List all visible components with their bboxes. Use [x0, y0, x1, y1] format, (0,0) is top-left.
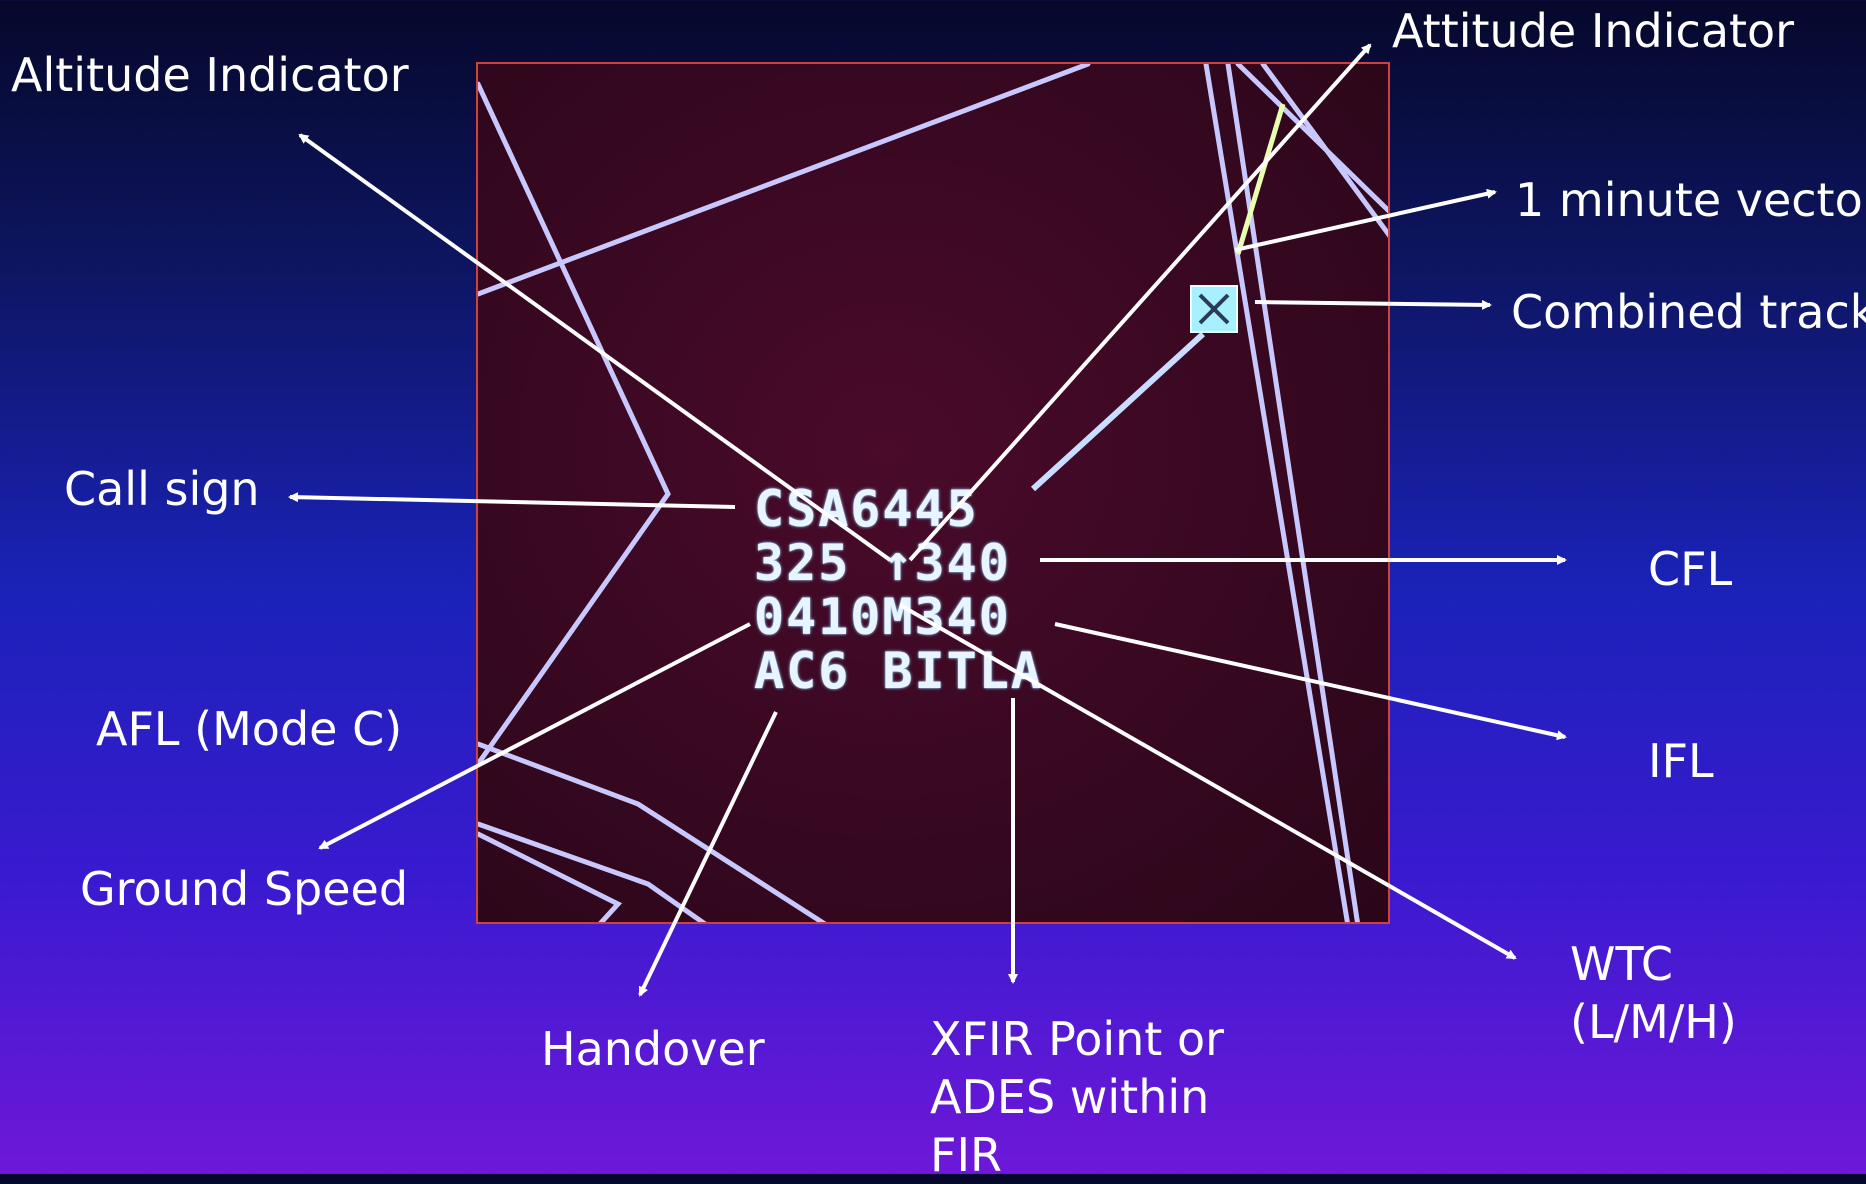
label-wtc-line1: WTC — [1570, 937, 1674, 991]
radar-map-lines — [478, 64, 1388, 922]
arrow-one-minute-vector — [1234, 188, 1497, 252]
label-ifl: IFL — [1648, 734, 1714, 788]
arrow-handover — [638, 711, 778, 997]
label-altitude-indicator: Altitude Indicator — [11, 48, 409, 102]
arrow-attitude-indicator — [908, 43, 1372, 562]
airway-line-3 — [1260, 64, 1388, 238]
radar-tag-afl-ifl: 0410M340 — [754, 588, 1011, 646]
arrow-altitude-indicator — [298, 133, 892, 562]
arrow-ifl — [1054, 622, 1567, 741]
arrow-ground-speed — [318, 622, 751, 850]
label-handover: Handover — [541, 1022, 765, 1076]
label-wtc-line2: (L/M/H) — [1570, 995, 1737, 1049]
leader-line — [1030, 331, 1206, 492]
label-afl-mode-c: AFL (Mode C) — [96, 702, 403, 756]
one-minute-vector-line — [1235, 103, 1286, 255]
radar-display: CSA6445 325 ↑340 0410M340 AC6 BITLA — [476, 62, 1390, 924]
label-cfl: CFL — [1648, 542, 1733, 596]
sector-boundary-bottom — [478, 821, 707, 922]
radar-tag-wtc-xfir: AC6 BITLA — [754, 642, 1043, 700]
arrow-combined-track — [1254, 299, 1492, 310]
label-ground-speed: Ground Speed — [80, 862, 409, 916]
sector-boundary-corner — [478, 831, 623, 922]
label-combined-track: Combined track — [1511, 285, 1866, 339]
label-xfir-line1: XFIR Point or — [930, 1012, 1225, 1066]
arrow-wtc — [899, 603, 1517, 960]
sector-boundary-bottom-left — [478, 741, 827, 922]
label-one-minute-vector: 1 minute vector — [1515, 173, 1866, 227]
label-xfir-line3: FIR — [930, 1128, 1002, 1182]
label-wtc: WTC (L/M/H) — [1570, 935, 1737, 1051]
sector-boundary-left — [478, 81, 671, 767]
airway-line-4 — [1203, 64, 1350, 922]
airway-line-1 — [478, 64, 1091, 297]
arrow-call-sign — [288, 492, 736, 509]
label-xfir: XFIR Point or ADES within FIR — [930, 1010, 1224, 1184]
label-xfir-line2: ADES within — [930, 1070, 1210, 1124]
airway-line-2 — [1235, 64, 1388, 214]
label-attitude-indicator: Attitude Indicator — [1392, 4, 1795, 58]
combined-track-symbol — [1190, 285, 1238, 333]
radar-tag-speed-cfl: 325 ↑340 — [754, 534, 1011, 592]
label-call-sign: Call sign — [64, 462, 260, 516]
